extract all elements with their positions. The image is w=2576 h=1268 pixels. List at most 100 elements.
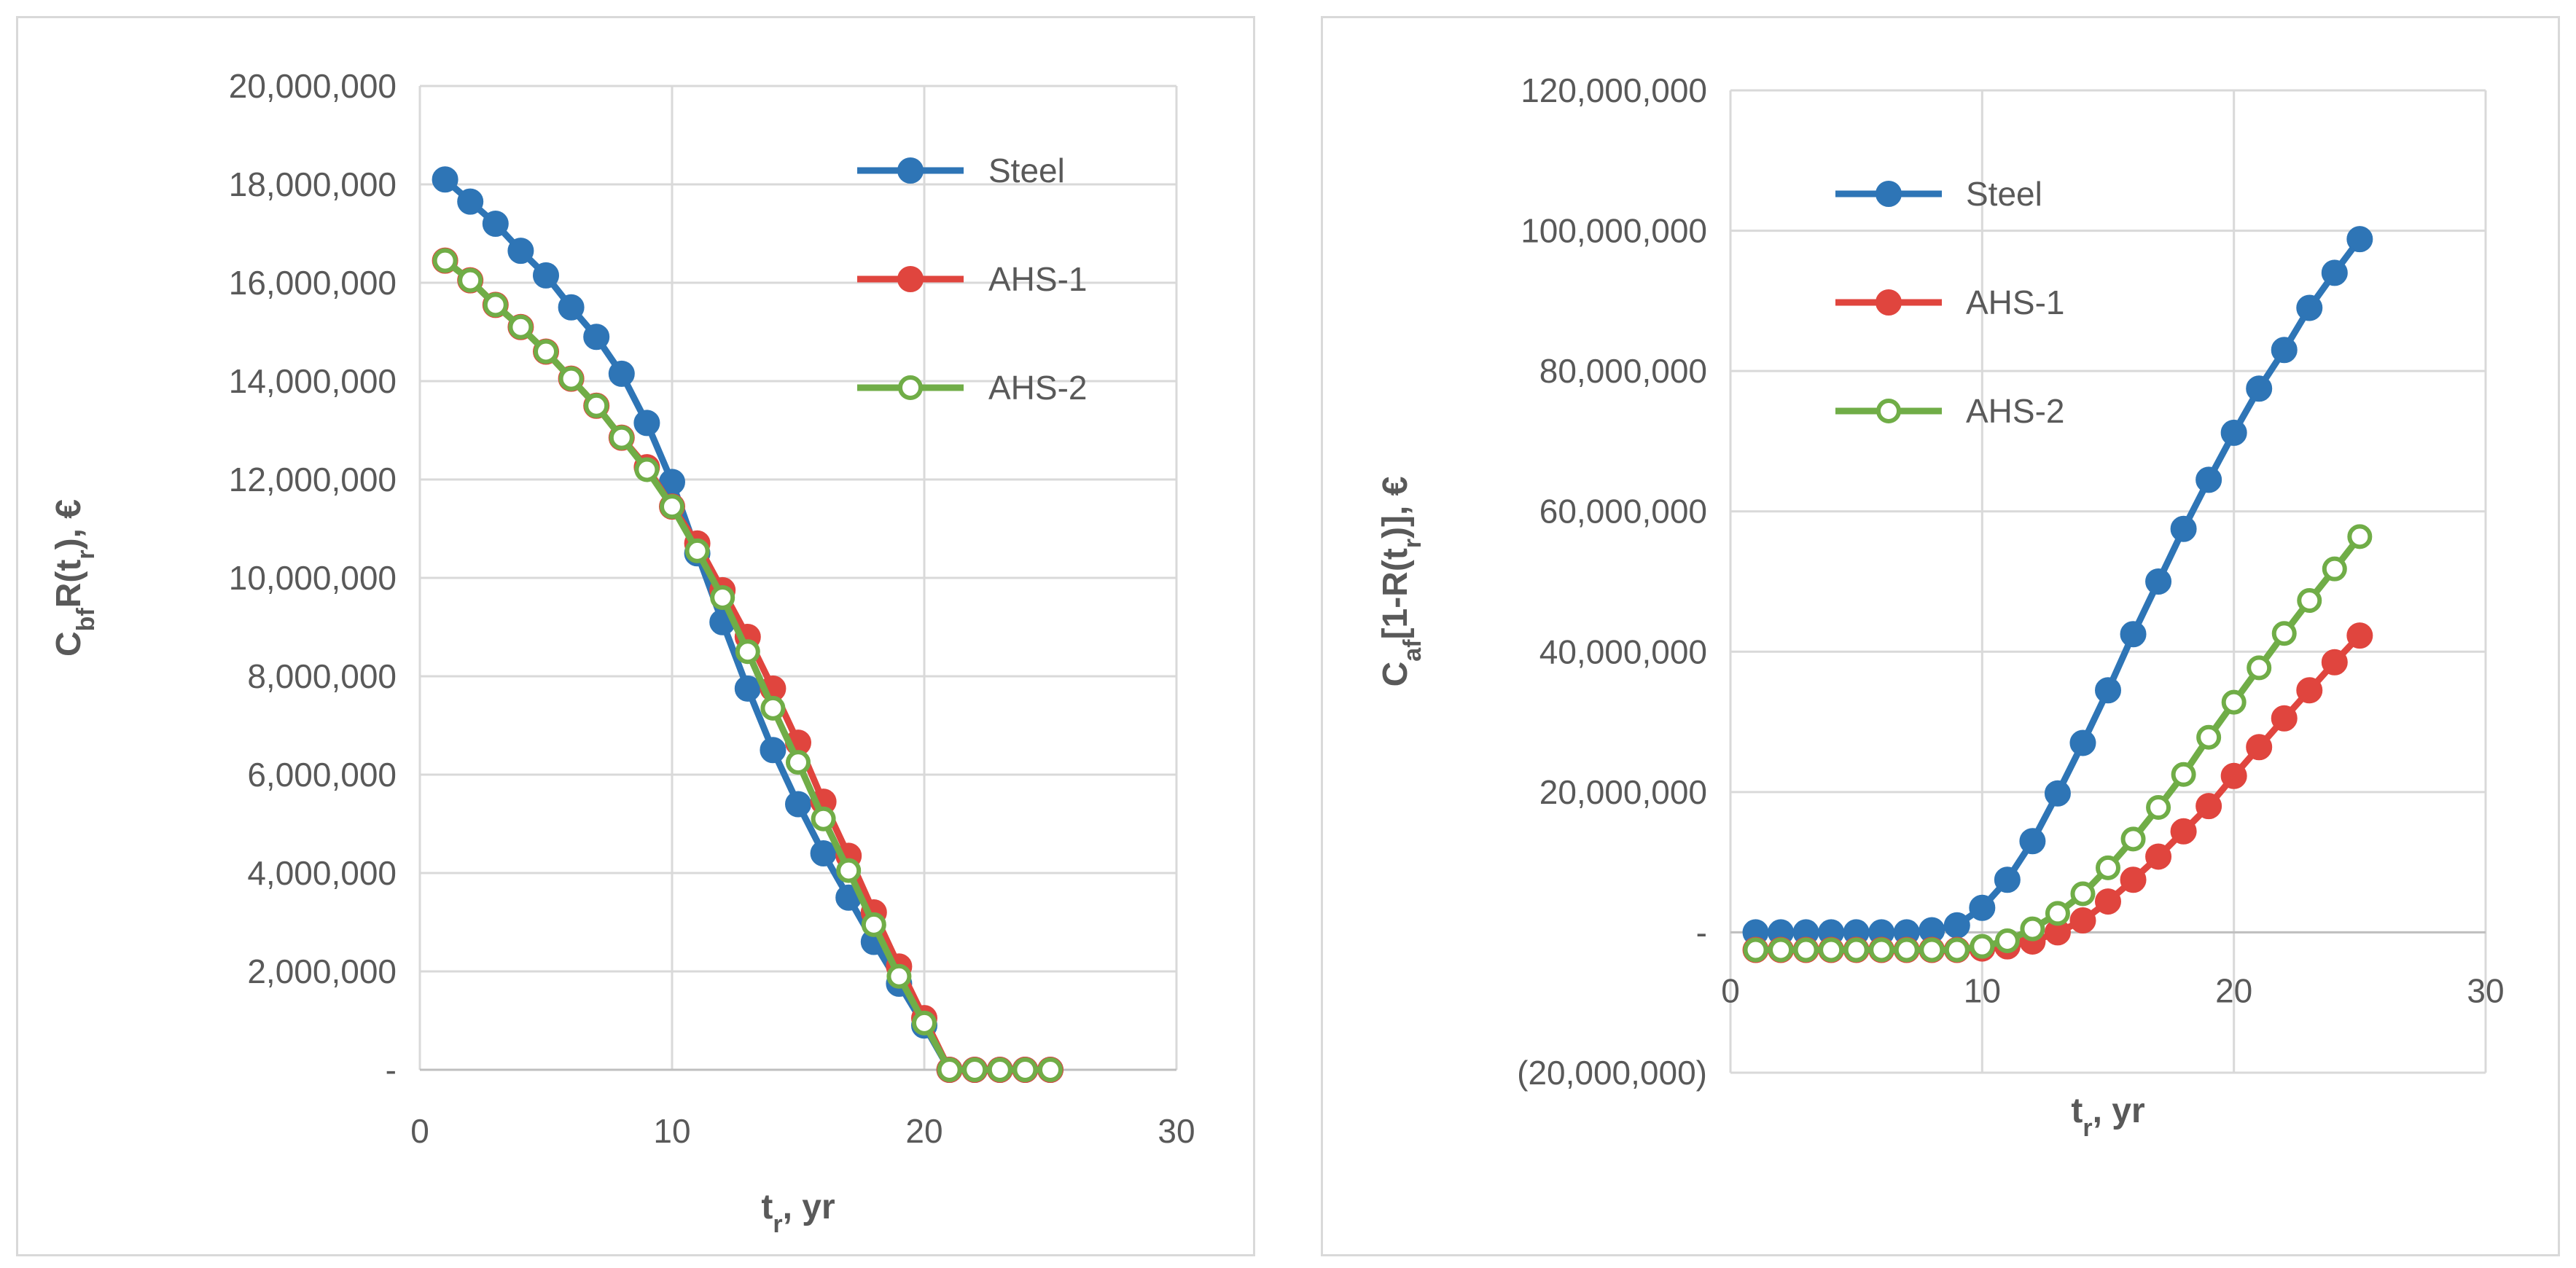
data-point-steel xyxy=(2246,375,2273,402)
data-point-ahs-2 xyxy=(432,248,458,273)
y-axis-title: Caf[1-R(tr)], € xyxy=(1376,477,1426,687)
y-tick-label: 8,000,000 xyxy=(247,657,397,695)
chart-2: (20,000,000) - 20,000,000 40,000,000 60,000,… xyxy=(1376,71,2505,1142)
data-point-ahs-1 xyxy=(2069,907,2096,934)
data-point-ahs-2 xyxy=(786,750,811,775)
legend-marker-steel xyxy=(1876,181,1902,207)
data-point-ahs-1 xyxy=(2145,843,2172,870)
y-tick-label: 18,000,000 xyxy=(229,165,397,203)
data-point-steel xyxy=(457,188,484,215)
data-point-ahs-2 xyxy=(1743,937,1768,963)
legend-marker-ahs-1 xyxy=(897,266,924,292)
data-point-ahs-2 xyxy=(811,806,836,831)
y-tick-label: 100,000,000 xyxy=(1521,212,1707,250)
data-point-steel xyxy=(2044,780,2071,807)
data-point-ahs-2 xyxy=(609,425,634,450)
x-axis-title: tr, yr xyxy=(2071,1092,2144,1142)
x-tick-label: 30 xyxy=(1158,1112,1195,1150)
y-tick-label: 40,000,000 xyxy=(1539,633,1707,670)
data-point-ahs-1 xyxy=(2196,793,2222,820)
data-point-steel xyxy=(1994,866,2021,893)
legend-label-steel: Steel xyxy=(1966,175,2042,213)
data-point-steel xyxy=(785,791,811,818)
y-tick-label: 16,000,000 xyxy=(229,264,397,302)
data-point-steel xyxy=(2145,568,2172,595)
data-point-ahs-2 xyxy=(483,292,508,318)
data-point-ahs-2 xyxy=(1768,937,1794,963)
data-point-ahs-2 xyxy=(534,339,558,364)
data-point-ahs-2 xyxy=(1038,1057,1063,1082)
x-tick-label: 0 xyxy=(1721,971,1740,1009)
data-point-ahs-2 xyxy=(2297,587,2322,613)
data-point-steel xyxy=(507,238,534,265)
data-point-ahs-2 xyxy=(2322,556,2347,582)
chart-1: - 2,000,000 4,000,000 6,000,000 8,000,000 10,… xyxy=(50,67,1195,1238)
data-point-steel xyxy=(2346,226,2373,253)
legend-marker-ahs-2 xyxy=(1876,399,1901,423)
data-point-ahs-2 xyxy=(684,538,710,563)
data-point-steel xyxy=(2220,419,2247,446)
data-point-ahs-2 xyxy=(2247,655,2272,681)
x-tick-label: 10 xyxy=(1964,971,2001,1009)
data-point-steel xyxy=(2296,294,2323,321)
data-point-steel xyxy=(2321,259,2348,286)
data-point-steel xyxy=(633,410,660,437)
data-point-ahs-1 xyxy=(2296,677,2323,704)
y-tick-label: 2,000,000 xyxy=(247,952,397,990)
data-point-ahs-2 xyxy=(1793,937,1819,963)
y-tick-label: 20,000,000 xyxy=(229,67,397,105)
data-point-steel xyxy=(558,294,585,321)
data-point-ahs-2 xyxy=(1843,937,1869,963)
y-tick-label: (20,000,000) xyxy=(1517,1054,1707,1092)
legend-label-steel: Steel xyxy=(988,152,1065,189)
x-tick-label: 30 xyxy=(2467,971,2504,1009)
legend-label-ahs-1: AHS-1 xyxy=(988,260,1087,298)
data-point-steel xyxy=(482,211,509,237)
data-point-steel xyxy=(760,737,787,764)
data-point-ahs-2 xyxy=(735,639,760,665)
data-point-ahs-2 xyxy=(2045,901,2070,926)
data-point-ahs-2 xyxy=(760,695,786,721)
data-point-steel xyxy=(1943,912,1970,939)
data-point-ahs-2 xyxy=(634,457,660,482)
data-point-steel xyxy=(1969,894,1996,921)
x-tick-label: 20 xyxy=(905,1112,942,1150)
data-point-steel xyxy=(432,166,458,193)
y-tick-label: 4,000,000 xyxy=(247,854,397,892)
data-point-ahs-2 xyxy=(987,1057,1012,1082)
y-tick-label: 6,000,000 xyxy=(247,756,397,794)
data-point-ahs-1 xyxy=(2095,888,2121,915)
data-point-ahs-2 xyxy=(508,314,534,340)
data-point-ahs-2 xyxy=(2271,621,2297,646)
data-point-ahs-2 xyxy=(2221,689,2247,715)
y-tick-label: 12,000,000 xyxy=(229,461,397,498)
data-point-ahs-2 xyxy=(2070,881,2096,907)
y-tick-label: 80,000,000 xyxy=(1539,352,1707,390)
data-point-ahs-1 xyxy=(2271,705,2298,732)
data-point-ahs-2 xyxy=(912,1010,937,1036)
data-point-ahs-2 xyxy=(1894,937,1919,963)
legend-marker-ahs-1 xyxy=(1876,289,1902,316)
legend-label-ahs-1: AHS-1 xyxy=(1966,283,2064,321)
data-point-steel xyxy=(2019,828,2046,855)
data-point-ahs-2 xyxy=(2347,524,2373,549)
y-tick-label: 10,000,000 xyxy=(229,559,397,597)
data-point-ahs-2 xyxy=(1994,928,2020,953)
chart-panel-left xyxy=(16,16,1255,1256)
data-point-ahs-2 xyxy=(2146,795,2171,821)
data-point-ahs-2 xyxy=(937,1057,962,1082)
data-point-steel xyxy=(2170,515,2197,542)
y-tick-label: 14,000,000 xyxy=(229,362,397,400)
data-point-steel xyxy=(2069,729,2096,756)
x-tick-label: 0 xyxy=(410,1112,429,1150)
legend-label-ahs-2: AHS-2 xyxy=(988,369,1087,407)
legend-marker-ahs-2 xyxy=(898,375,923,400)
data-point-ahs-2 xyxy=(2120,826,2146,852)
data-point-ahs-2 xyxy=(2196,724,2222,750)
data-point-steel xyxy=(2120,621,2147,648)
y-tick-label: 60,000,000 xyxy=(1539,493,1707,531)
data-point-ahs-2 xyxy=(458,267,483,293)
y-tick-label: - xyxy=(386,1051,397,1089)
data-point-ahs-1 xyxy=(2120,866,2147,893)
